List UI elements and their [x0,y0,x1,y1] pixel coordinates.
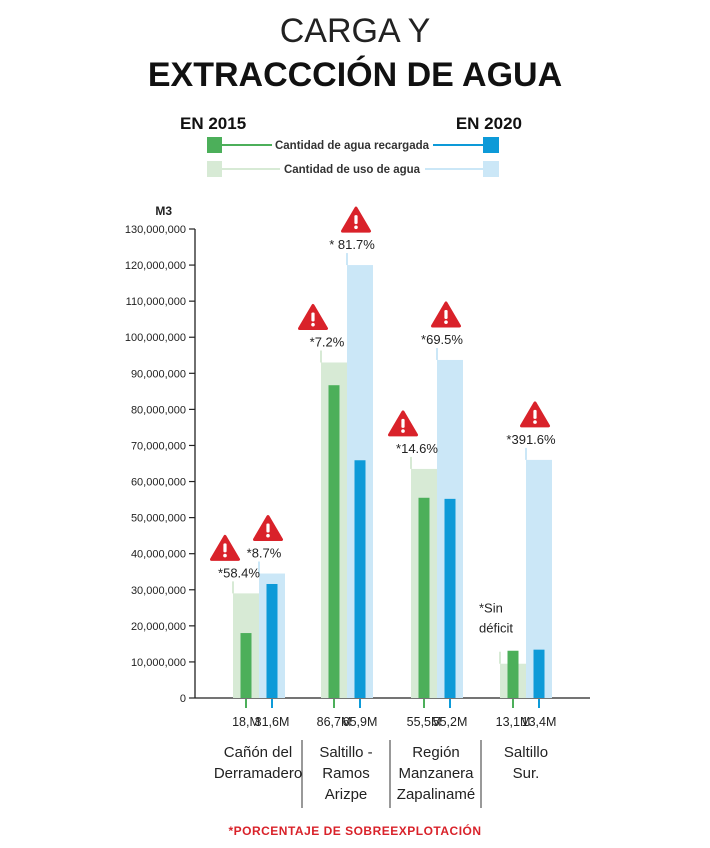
legend-year-2020: EN 2020 [456,114,522,133]
warning-exclamation [311,312,315,322]
footnote: *PORCENTAJE DE SOBREEXPLOTACIÓN [228,823,481,838]
y-axis-unit: M3 [155,204,172,218]
overexploit-pct-2015: *7.2% [310,334,345,349]
value-label-2015: 86,7M [317,715,352,729]
warning-icon [210,534,240,561]
value-label-2015: 55,5M [407,715,442,729]
overexploit-pct-2015: *58.4% [218,565,260,580]
y-tick-label: 100,000,000 [125,332,186,344]
bar-recharge-2020 [354,460,366,698]
bars: *58.4% *8.7% 18,M31,6M *7.2% * 81.7% 86,7M65,… [210,206,557,729]
category-label: Arizpe [325,786,368,803]
legend-use-label: Cantidad de uso de agua [284,164,421,176]
legend-recharge-label: Cantidad de agua recargada [275,140,430,152]
warning-icon [341,206,371,233]
category-labels: Cañón del Derramadero Saltillo - Ramos Arizp… [214,740,548,808]
legend-swatch-use-2015 [207,161,222,177]
bar-recharge-2020 [533,649,545,698]
bar-recharge-2015 [328,385,340,698]
category-label: Cañón del [224,744,292,761]
legend-swatch-use-2020 [483,161,499,177]
warning-dot [223,553,227,558]
warning-icon [520,401,550,428]
category-label: Saltillo [504,744,548,761]
legend-swatch-recharge-2015 [207,137,222,153]
category-label: Ramos [322,765,370,782]
chart-title-line1: CARGA Y [280,12,431,50]
overexploit-pct-2020: * 81.7% [329,237,375,252]
y-tick-label: 30,000,000 [131,585,186,597]
warning-icon [388,410,418,437]
warning-exclamation [266,523,270,533]
category-label: Saltillo - [319,744,372,761]
warning-icon [298,303,328,330]
y-tick-label: 120,000,000 [125,260,186,272]
legend-swatch-recharge-2020 [483,137,499,153]
y-tick-label: 60,000,000 [131,477,186,489]
warning-dot [266,533,270,538]
category-label: Zapalinamé [397,786,475,803]
y-tick-label: 40,000,000 [131,549,186,561]
bar-recharge-2020 [444,498,456,698]
legend-year-2015: EN 2015 [180,114,246,133]
warning-dot [311,322,315,327]
warning-dot [444,320,448,324]
warning-dot [401,429,405,433]
y-tick-label: 20,000,000 [131,621,186,633]
overexploit-pct-2020: *69.5% [421,332,463,347]
overexploit-pct-2015: *14.6% [396,441,438,456]
value-label-2020: 31,6M [255,715,290,729]
warning-exclamation [444,309,448,319]
y-tick-label: 130,000,000 [125,224,186,236]
warning-exclamation [223,543,227,553]
value-label-2020: 55,2M [433,715,468,729]
bar-recharge-2015 [240,633,252,698]
bar-recharge-2020 [266,583,278,698]
warning-icon [431,301,461,328]
bar-recharge-2015 [418,497,430,698]
chart-title-line2: EXTRACCCIÓN DE AGUA [148,56,562,94]
overexploit-pct-2015: *Sin [479,601,503,616]
y-tick-label: 110,000,000 [126,296,186,308]
overexploit-pct-2015: déficit [479,621,513,636]
category-label: Derramadero [214,765,302,782]
legend: EN 2015 EN 2020 Cantidad de agua recarga… [180,114,522,177]
y-tick-label: 50,000,000 [131,513,186,525]
overexploit-pct-2020: *8.7% [247,546,282,561]
warning-exclamation [354,215,358,225]
y-tick-label: 90,000,000 [131,368,186,380]
value-label-2015: 18,M [232,715,260,729]
warning-icon [253,515,283,542]
warning-exclamation [401,418,405,428]
warning-dot [354,225,358,230]
warning-dot [533,420,537,424]
category-label: Sur. [513,765,540,782]
bar-recharge-2015 [507,650,519,698]
y-tick-label: 0 [180,693,186,705]
category-label: Manzanera [398,765,474,782]
value-label-2020: 13,4M [522,715,557,729]
warning-exclamation [533,409,537,419]
value-label-2015: 13,1M [496,715,531,729]
y-tick-label: 70,000,000 [131,440,186,452]
y-tick-label: 80,000,000 [131,404,186,416]
y-tick-label: 10,000,000 [131,657,186,669]
category-label: Región [412,744,460,761]
value-label-2020: 65,9M [343,715,378,729]
overexploit-pct-2020: *391.6% [506,432,556,447]
